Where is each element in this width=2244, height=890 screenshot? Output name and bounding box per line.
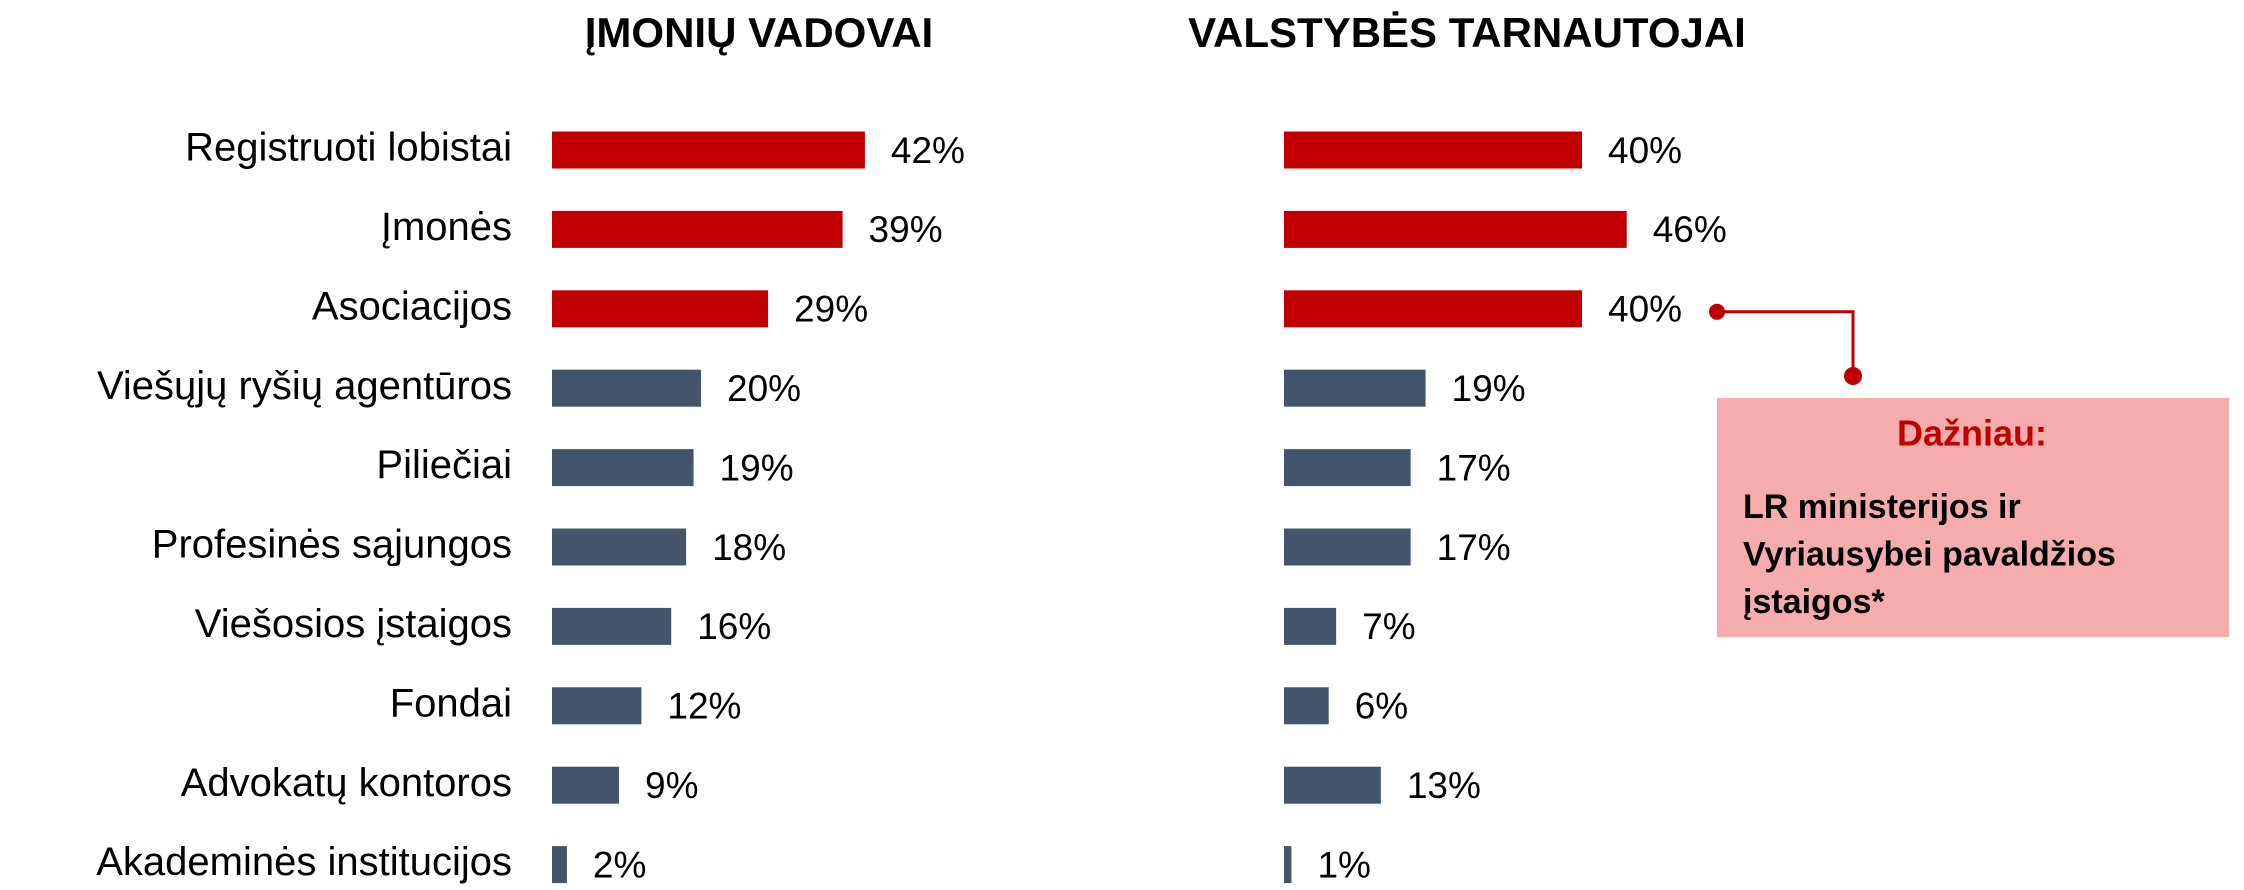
bar [552, 766, 620, 804]
category-label: Advokatų kontoros [181, 761, 512, 805]
category-label: Viešosios įstaigos [195, 602, 512, 646]
value-label: 9% [645, 765, 698, 806]
bar [552, 528, 687, 566]
connector [1717, 310, 1855, 376]
value-label: 6% [1355, 686, 1408, 727]
value-label: 20% [727, 368, 801, 409]
bar [1284, 449, 1411, 487]
chart-title: ĮMONIŲ VADOVAI [585, 9, 933, 56]
annotation-text: LR ministerijos ir [1743, 488, 2021, 526]
value-label: 12% [667, 686, 741, 727]
value-label: 17% [1437, 527, 1511, 568]
category-label: Asociacijos [312, 284, 512, 328]
value-label: 17% [1437, 447, 1511, 488]
bar [552, 290, 769, 328]
bar [1284, 607, 1337, 645]
bar [552, 210, 843, 248]
value-label: 46% [1653, 209, 1727, 250]
category-label: Piliečiai [376, 443, 512, 487]
bar [1284, 210, 1627, 248]
bar [1284, 528, 1411, 566]
annotation-text: įstaigos* [1743, 583, 1885, 621]
value-label: 42% [891, 130, 965, 171]
bar [1284, 687, 1329, 725]
bar [552, 369, 701, 407]
category-label: Profesinės sąjungos [152, 523, 512, 567]
value-label: 19% [1452, 368, 1526, 409]
connector-dot [1844, 367, 1862, 385]
value-label: 40% [1608, 130, 1682, 171]
bar [1284, 131, 1582, 169]
value-label: 13% [1407, 765, 1481, 806]
bar [552, 607, 672, 645]
annotation-title: Dažniau: [1897, 413, 2047, 454]
value-label: 1% [1317, 844, 1370, 885]
bar [1284, 766, 1381, 804]
bar [1284, 846, 1292, 884]
bar [552, 846, 567, 884]
value-label: 16% [697, 606, 771, 647]
bar [552, 687, 642, 725]
category-label: Fondai [390, 681, 512, 725]
value-label: 2% [593, 844, 646, 885]
value-label: 18% [712, 527, 786, 568]
value-label: 29% [794, 289, 868, 330]
category-label: Įmonės [381, 205, 512, 249]
category-label: Registruoti lobistai [185, 126, 512, 170]
annotation-box [1717, 398, 2229, 637]
bar [1284, 369, 1426, 407]
chart-title: VALSTYBĖS TARNAUTOJAI [1188, 9, 1746, 56]
bar [552, 131, 865, 169]
bar [1284, 290, 1582, 328]
bar [552, 449, 694, 487]
annotation-text: Vyriausybei pavaldžios [1743, 535, 2116, 573]
category-label: Viešųjų ryšių agentūros [97, 364, 512, 408]
value-label: 19% [720, 447, 794, 488]
category-label: Akademinės institucijos [96, 840, 512, 884]
value-label: 39% [869, 209, 943, 250]
value-label: 40% [1608, 289, 1682, 330]
value-label: 7% [1362, 606, 1415, 647]
